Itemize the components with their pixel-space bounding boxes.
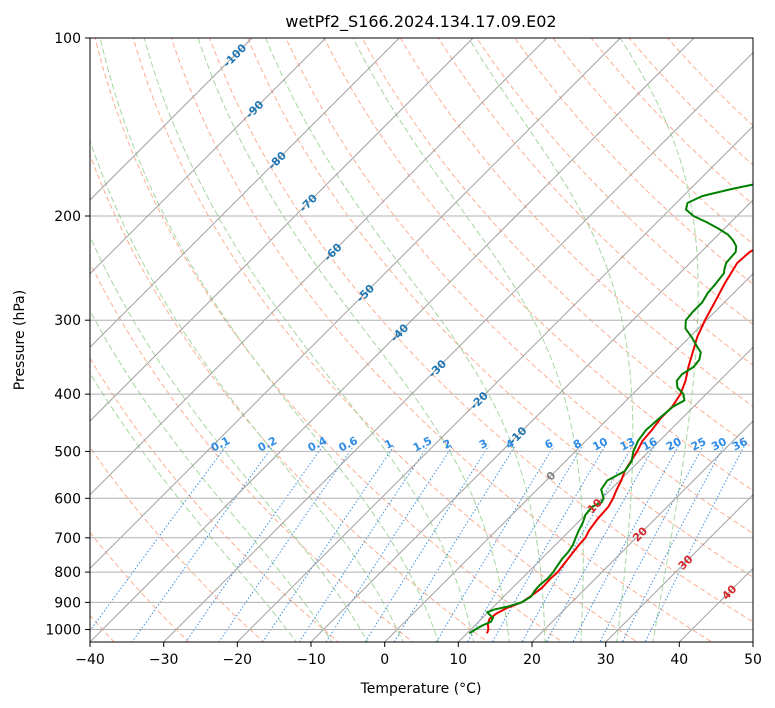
mixing-ratio-label: 25 [689,435,709,454]
moist-adiabat-line [619,38,699,642]
x-tick-label: −40 [75,652,105,668]
x-tick-label: −30 [149,652,179,668]
plot-area [90,38,753,642]
x-tick-label: 40 [670,652,688,668]
isotherm-line [310,199,753,642]
isotherm-line [90,38,253,201]
isotherm-line [236,125,753,642]
isotherm-line [90,38,695,642]
dry-adiabat-line [437,38,753,366]
moist-adiabat-line [90,372,297,642]
chart-title: wetPf2_S166.2024.134.17.09.E02 [285,12,556,32]
isotherm-line [90,38,400,349]
mixing-ratio-label: 20 [664,435,684,454]
x-axis-label: Temperature (°C) [360,681,482,697]
mixing-ratio-line [131,445,274,642]
mixing-ratio-line [218,445,354,642]
mixing-ratio-label: 16 [640,435,660,454]
profile-lines [468,183,753,635]
x-tick-label: −10 [296,652,326,668]
pressure-grid [90,38,753,630]
y-tick-label: 600 [54,491,81,507]
isotherm-line [605,493,753,642]
x-tick-label: 30 [597,652,615,668]
moist-adiabat-line [352,38,584,642]
isotherm-line [457,346,753,642]
y-tick-label: 500 [54,444,81,460]
isotherm-line [90,38,621,570]
y-axis-label: Pressure (hPa) [12,290,28,390]
x-tick-label: 0 [380,652,389,668]
background-lines [90,38,753,642]
dry-adiabat-line [90,153,489,642]
isotherm-line [90,38,327,275]
dry-adiabat-line [323,38,753,492]
y-tick-label: 900 [54,595,81,611]
isotherm-line [163,51,753,642]
moist-adiabat-line [99,38,440,642]
dry-adiabat-line [476,38,753,326]
y-tick-label: 300 [54,313,81,329]
dry-adiabat-line [285,38,753,535]
dry-adiabat-line [514,38,753,285]
plot-frame [89,37,754,643]
moist-adiabat-line [143,38,475,642]
mixing-ratio-line [621,445,724,642]
dry-adiabat-line [90,446,265,642]
x-tick-label: −20 [223,652,253,668]
y-tick-label: 100 [54,31,81,47]
isotherm-line [384,272,753,642]
x-tick-label: 20 [523,652,541,668]
dry-adiabat-line [94,38,564,642]
y-tick-label: 700 [54,531,81,547]
dry-adiabat-line [170,38,713,642]
y-tick-label: 800 [54,565,81,581]
y-tick-label: 200 [54,209,81,225]
moist-adiabat-line [468,38,634,642]
moist-adiabat-line [265,38,546,642]
mixing-ratio-label: 13 [618,435,638,454]
x-tick-label: 10 [449,652,467,668]
mixing-ratio-line [599,445,704,642]
isotherm-line [531,420,753,642]
dewpoint-profile [468,183,753,635]
mixing-ratio-label: 30 [709,435,729,454]
mixing-ratio-label: 10 [590,435,610,454]
temperature-profile [485,249,753,634]
isotherm-line [90,38,548,496]
isotherm-line [90,38,474,422]
dry-adiabat-line [90,357,339,642]
axis-ticks: −40 −30 −20 −10 0 10 20 30 40 50 100 200 300 400 500 60… [45,31,762,668]
x-tick-label: 50 [744,652,762,668]
moist-adiabat-line [197,38,510,642]
y-tick-label: 400 [54,387,81,403]
mixing-ratio-line [298,445,429,642]
dry-adiabat-line [247,38,753,578]
y-tick-label: 1000 [45,623,81,639]
mixing-ratio-label: 36 [730,435,750,454]
dry-adiabat-line [90,261,414,642]
dry-adiabat-line [132,38,638,642]
